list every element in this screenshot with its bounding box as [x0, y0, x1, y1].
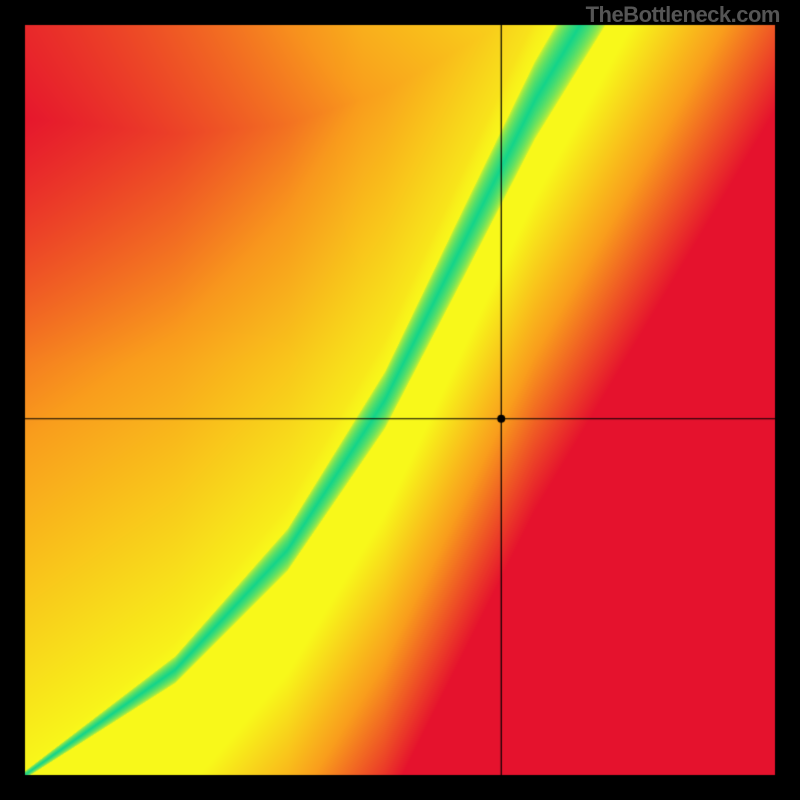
chart-container: TheBottleneck.com	[0, 0, 800, 800]
bottleneck-heatmap-canvas	[0, 0, 800, 800]
watermark-text: TheBottleneck.com	[586, 2, 780, 28]
